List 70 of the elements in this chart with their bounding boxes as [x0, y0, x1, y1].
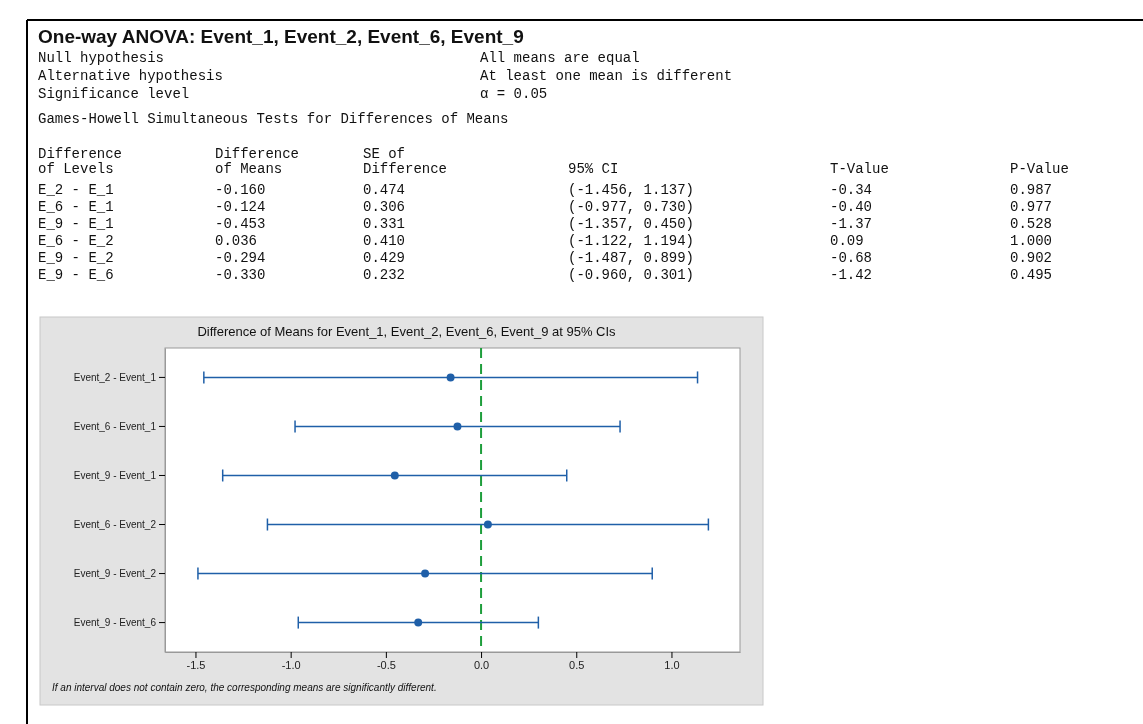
point	[446, 373, 455, 382]
text: -0.124	[215, 199, 266, 215]
text: 0.528	[1010, 216, 1053, 232]
text: 0.495	[1010, 267, 1053, 283]
x-tick-label: -1.0	[281, 658, 301, 671]
text: (-1.456, 1.137)	[568, 182, 695, 198]
text: (-1.487, 0.899)	[568, 250, 695, 266]
text: 0.474	[363, 182, 406, 198]
text: T-Value	[830, 161, 889, 177]
point	[414, 618, 423, 627]
text: Games-Howell Simultaneous Tests for Differences of Means	[38, 111, 509, 127]
text: α = 0.05	[480, 86, 548, 102]
y-tick-label: Event_6 - Event_1	[73, 420, 157, 432]
point	[390, 471, 399, 480]
text: (-1.357, 0.450)	[568, 216, 695, 232]
text: 0.410	[363, 233, 406, 249]
text: 1.000	[1010, 233, 1053, 249]
text: E_6 - E_2	[38, 233, 114, 249]
text: (-0.977, 0.730)	[568, 199, 695, 215]
text: E_2 - E_1	[38, 182, 114, 198]
text: Difference of Levels	[38, 146, 123, 177]
text: 0.987	[1010, 182, 1053, 198]
x-tick-label: 1.0	[664, 658, 680, 671]
point	[453, 422, 462, 431]
text: -0.330	[215, 267, 266, 283]
y-tick-label: Event_9 - Event_6	[73, 616, 157, 628]
text: -0.34	[830, 182, 873, 198]
x-tick-label: -1.5	[186, 658, 206, 671]
text: -0.160	[215, 182, 266, 198]
y-tick-label: Event_6 - Event_2	[73, 518, 157, 530]
text: 95% CI	[568, 161, 619, 177]
text: 0.902	[1010, 250, 1053, 266]
x-tick-label: 0.0	[473, 658, 490, 671]
text: At least one mean is different	[480, 68, 733, 84]
text: E_9 - E_1	[38, 216, 114, 232]
text: All means are equal	[480, 50, 640, 66]
text: -0.453	[215, 216, 266, 232]
point	[483, 520, 492, 529]
text: Significance level	[38, 86, 190, 102]
text: 0.09	[830, 233, 864, 249]
text: E_9 - E_2	[38, 250, 114, 266]
text: 0.232	[363, 267, 406, 283]
chart-title: Difference of Means for Event_1, Event_2, Event_6, Event_9 at 95% CIs	[197, 324, 617, 339]
text: 0.036	[215, 233, 258, 249]
point	[421, 569, 430, 578]
text: Alternative hypothesis	[38, 68, 223, 84]
text: -0.294	[215, 250, 266, 266]
text: SE of Difference	[363, 146, 448, 177]
text: Difference of Means	[215, 146, 300, 177]
text: -0.68	[830, 250, 873, 266]
text: -0.40	[830, 199, 873, 215]
text: P-Value	[1010, 161, 1069, 177]
text: 0.977	[1010, 199, 1053, 215]
x-tick-label: -0.5	[376, 658, 396, 671]
text: (-0.960, 0.301)	[568, 267, 695, 283]
text: If an interval does not contain zero, the corresponding means are significantly different.	[52, 682, 437, 693]
text: 0.306	[363, 199, 406, 215]
y-tick-label: Event_9 - Event_1	[73, 469, 157, 481]
text: Null hypothesis	[38, 50, 165, 66]
text: 0.331	[363, 216, 406, 232]
text: E_9 - E_6	[38, 267, 114, 283]
text: (-1.122, 1.194)	[568, 233, 695, 249]
y-tick-label: Event_9 - Event_2	[73, 567, 157, 579]
text: E_6 - E_1	[38, 199, 114, 215]
text: -1.37	[830, 216, 873, 232]
text: 0.429	[363, 250, 406, 266]
text: One-way ANOVA: Event_1, Event_2, Event_6, Event_9	[38, 26, 524, 47]
text: -1.42	[830, 267, 873, 283]
y-tick-label: Event_2 - Event_1	[73, 371, 157, 383]
x-tick-label: 0.5	[569, 658, 585, 671]
